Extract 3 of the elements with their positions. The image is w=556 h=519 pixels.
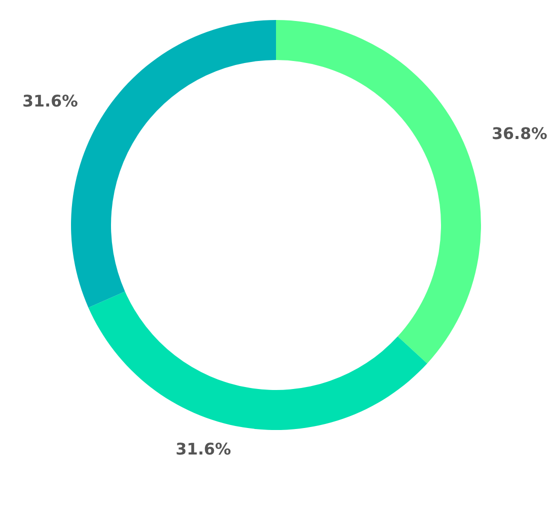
data-label: 31.6%: [176, 439, 232, 458]
data-label: 31.6%: [22, 91, 78, 110]
data-label: 36.8%: [492, 124, 548, 144]
